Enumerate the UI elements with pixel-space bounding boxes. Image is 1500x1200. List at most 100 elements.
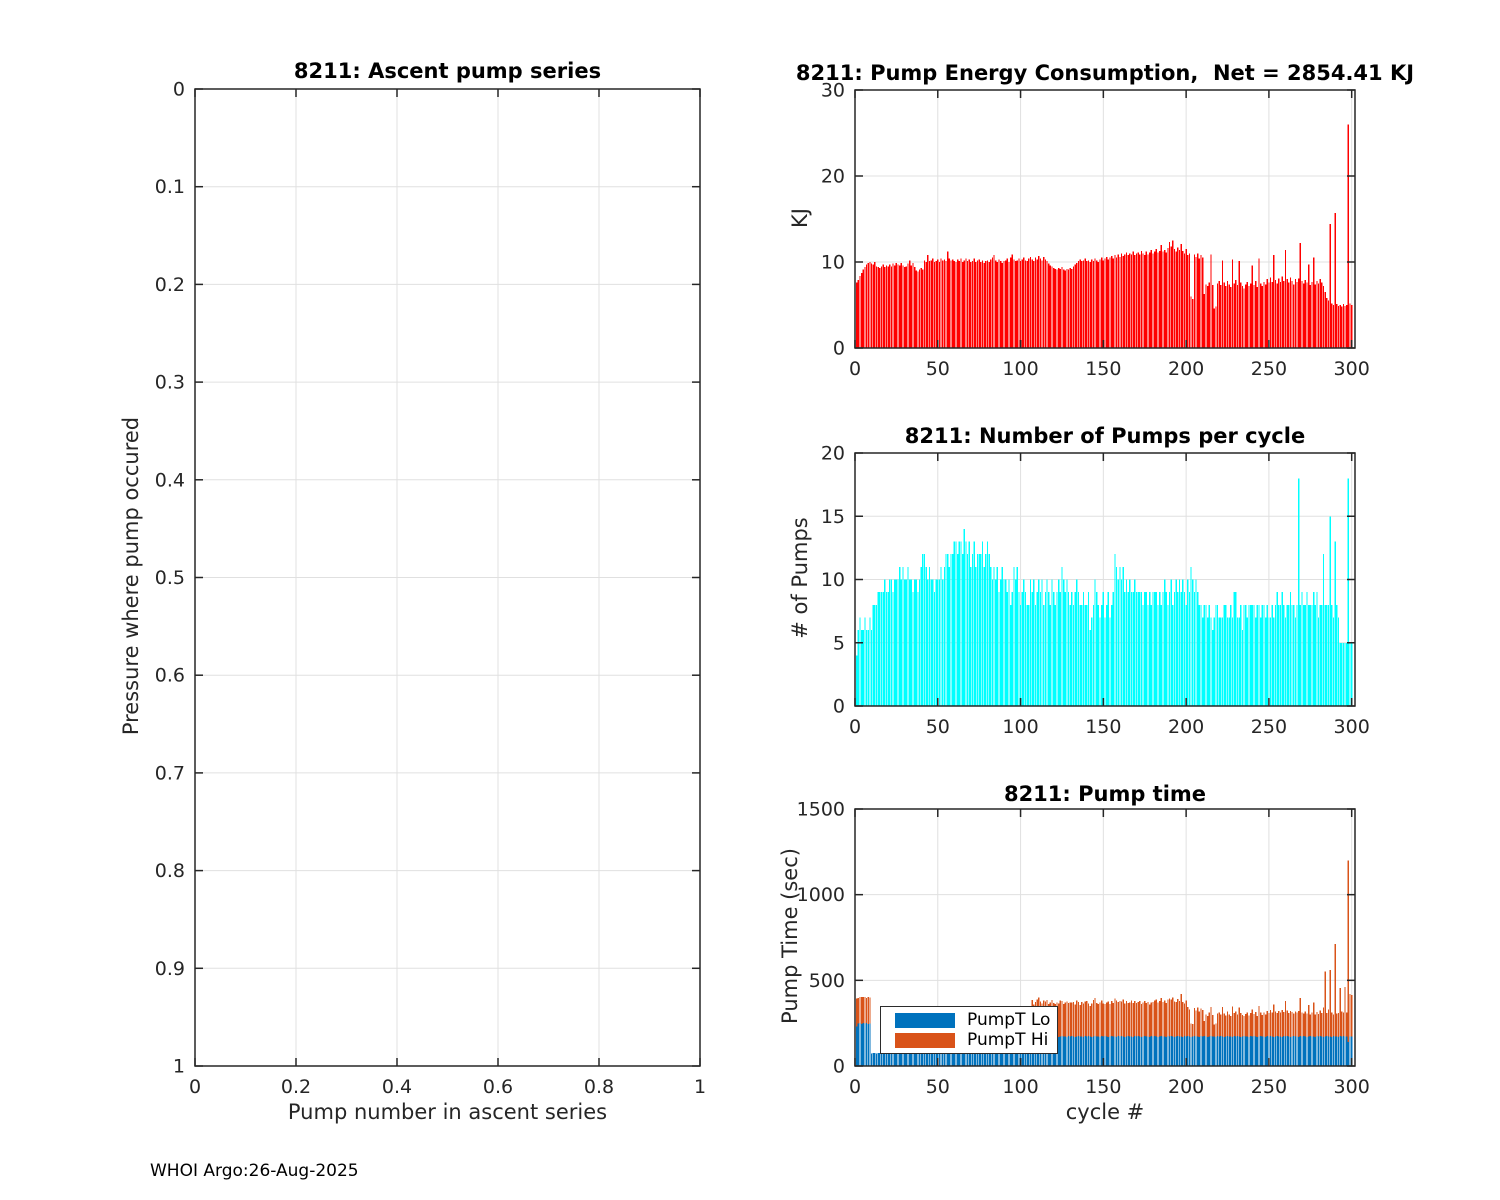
legend-row-pumpt-hi: PumpT Hi (881, 1030, 1057, 1050)
bar-hi (1158, 1001, 1161, 1037)
bar-hi (1057, 1003, 1060, 1037)
bar (1198, 258, 1201, 348)
bar-lo (870, 1053, 873, 1066)
bar-hi (1104, 1004, 1106, 1037)
bar-lo (1342, 1036, 1345, 1066)
bar (1200, 604, 1202, 706)
bar (1172, 240, 1174, 348)
bar-lo (1107, 1036, 1109, 1066)
bar (1228, 284, 1230, 348)
bar (922, 269, 924, 348)
bar (957, 554, 959, 706)
bar-lo (885, 1052, 888, 1066)
bar-lo (1160, 1035, 1162, 1066)
bar (1147, 254, 1149, 348)
bar (1202, 257, 1204, 348)
bar-lo (947, 1053, 949, 1066)
bar-hi (1071, 1002, 1073, 1037)
bar-hi (1279, 1012, 1282, 1037)
y-tick-label: 0.3 (155, 372, 185, 394)
bar-lo (1099, 1036, 1101, 1066)
bar (1198, 604, 1201, 706)
bar-hi (864, 997, 866, 1024)
bar-hi (1307, 1005, 1310, 1037)
bar-hi (1112, 1003, 1114, 1037)
bar-hi (1066, 1001, 1068, 1037)
bar-lo (1289, 1036, 1292, 1066)
bar (1240, 604, 1242, 706)
bar-hi (1336, 1013, 1338, 1037)
bar (1187, 579, 1189, 706)
bar (1246, 617, 1249, 706)
bar-lo (1101, 1036, 1103, 1066)
y-tick-label: 1 (173, 1056, 185, 1078)
bar (908, 260, 911, 348)
bar (1086, 261, 1088, 348)
bar-hi (1276, 1012, 1278, 1036)
bar-lo (955, 1052, 957, 1066)
bar-lo (1175, 1036, 1177, 1066)
bar-lo (1190, 1036, 1192, 1066)
bar-lo (1245, 1036, 1247, 1066)
bar (1220, 617, 1222, 706)
bar-hi (1306, 1013, 1308, 1037)
bar (1248, 604, 1250, 706)
bar (1117, 579, 1119, 706)
bar (988, 262, 990, 348)
bar-hi (1319, 1010, 1321, 1037)
bar (1132, 592, 1134, 706)
bar (1283, 604, 1285, 706)
bar-lo (856, 1026, 858, 1066)
bar (1135, 592, 1138, 706)
ascent-chart-title: 8211: Ascent pump series (293, 59, 602, 83)
bar (1316, 280, 1318, 348)
bar (1158, 592, 1161, 706)
bar-lo (1137, 1036, 1139, 1066)
bar (1250, 283, 1252, 348)
bar (928, 261, 931, 348)
bar (940, 566, 942, 706)
bar (985, 554, 987, 706)
bar (968, 259, 970, 348)
bar (913, 579, 916, 706)
bar (1115, 257, 1118, 348)
pumptime-legend: PumpT Lo PumpT Hi (880, 1006, 1058, 1054)
bar (1175, 579, 1177, 706)
bar-lo (1120, 1036, 1123, 1066)
bar (917, 592, 919, 706)
bar (1349, 642, 1351, 706)
x-tick-label: 150 (1085, 716, 1121, 738)
bar-lo (1096, 1036, 1098, 1066)
y-tick-label: 0 (833, 1056, 845, 1078)
bar-lo (1092, 1036, 1095, 1066)
bar-hi (1228, 1014, 1230, 1037)
bar-lo (1028, 1052, 1030, 1066)
bar (1342, 642, 1345, 706)
bar-lo (1264, 1036, 1267, 1066)
bar (1109, 257, 1111, 348)
bar (1281, 276, 1283, 348)
bar-lo (1162, 1036, 1164, 1066)
bar (1160, 244, 1162, 348)
bar-lo (1006, 1053, 1008, 1066)
bar-lo (1223, 1036, 1225, 1066)
bar-lo (1299, 1036, 1302, 1066)
bar (1112, 592, 1114, 706)
ascent-x-axis-label: Pump number in ascent series (287, 1100, 608, 1124)
bar-lo (975, 1053, 977, 1066)
bar (971, 261, 974, 348)
bar-hi (1183, 1003, 1186, 1037)
bar (983, 262, 985, 348)
bar (1334, 541, 1336, 706)
bar-lo (945, 1053, 947, 1066)
bar-lo (933, 1053, 936, 1066)
bar-hi (860, 996, 863, 1024)
x-tick-label: 0 (849, 1076, 861, 1098)
bar (1271, 281, 1273, 348)
bar (1322, 286, 1325, 348)
bar (1044, 259, 1047, 348)
bar-hi (1324, 971, 1326, 1037)
bar-hi (1344, 987, 1346, 1037)
bar (950, 554, 952, 706)
bar (1321, 604, 1323, 706)
